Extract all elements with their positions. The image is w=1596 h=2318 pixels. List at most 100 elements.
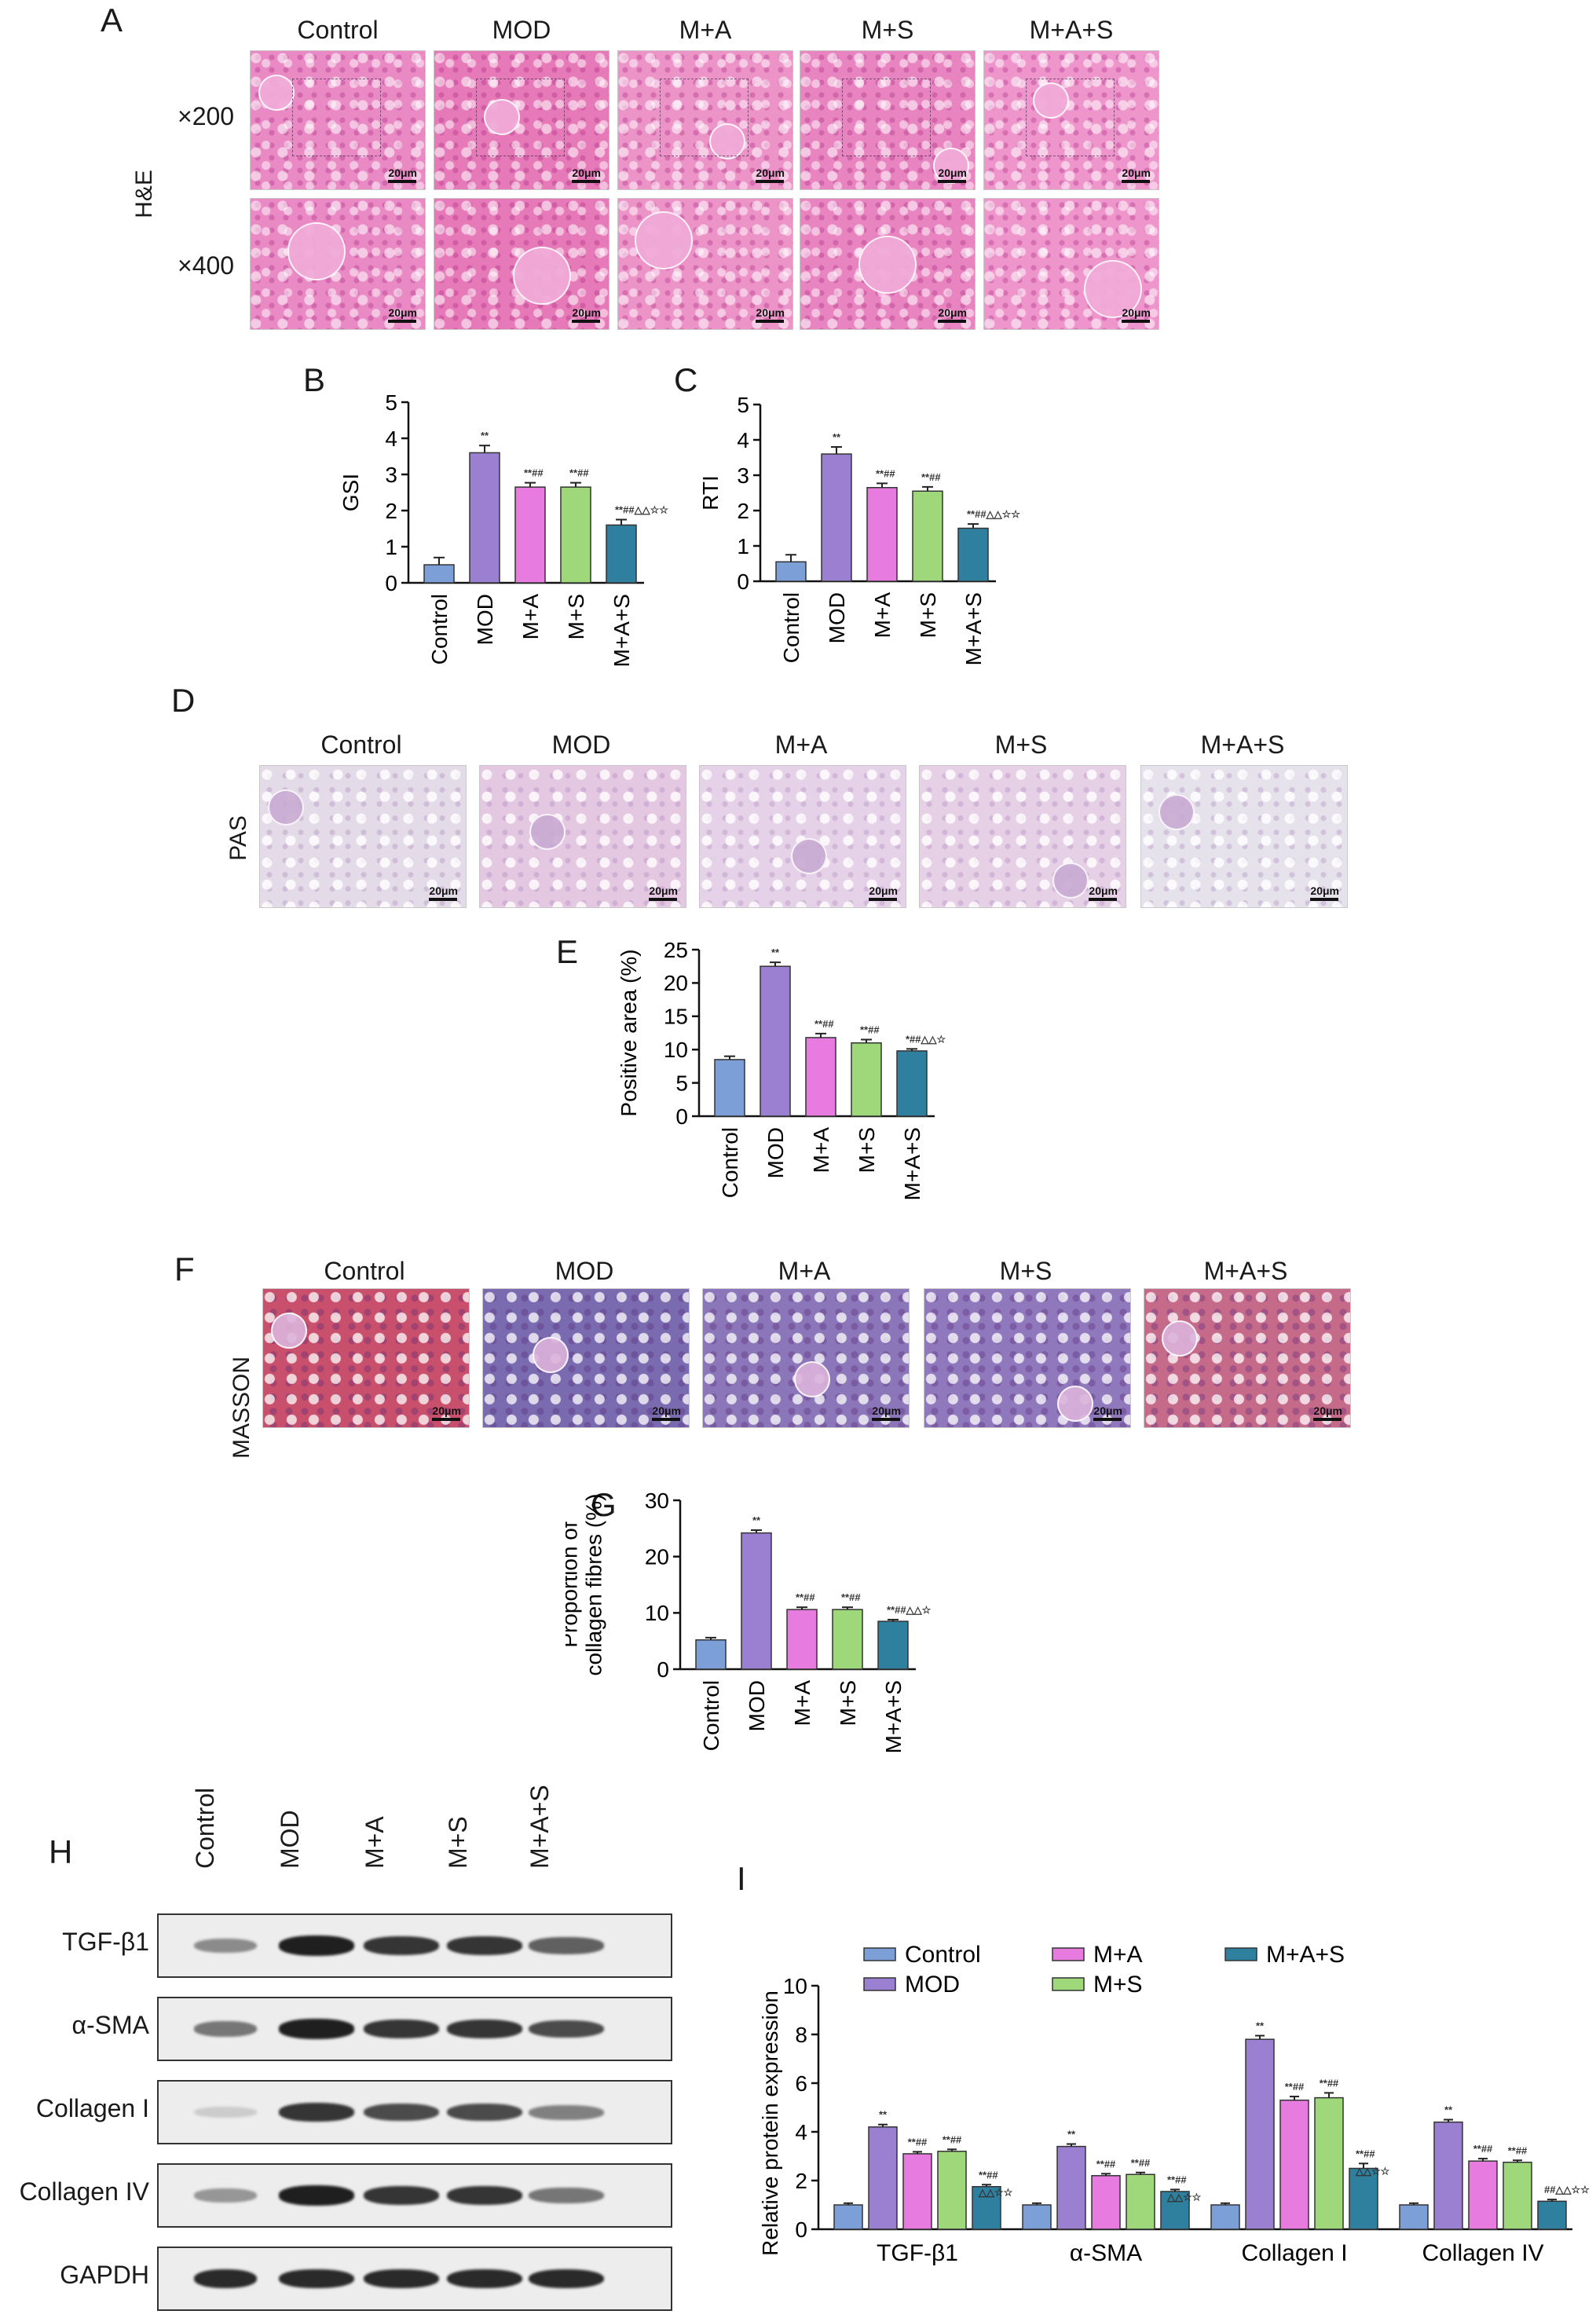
scale-bar: 20μm (432, 1404, 461, 1421)
significance-label: **## (569, 467, 589, 479)
y-tick-label: 0 (675, 1104, 688, 1129)
y-axis-label: RTI (698, 475, 723, 511)
bar-collageni-mod (1245, 2038, 1275, 2230)
masson-group-header-control: Control (324, 1257, 405, 1285)
scale-bar: 20μm (869, 884, 898, 901)
blot-lane-label-m-a-s: M+A+S (525, 1785, 554, 1869)
blot-strip--sma (157, 1997, 672, 2061)
legend-swatch-mod (863, 1977, 896, 1991)
y-tick-label: 0 (657, 1657, 669, 1682)
y-tick-label: 3 (385, 463, 397, 487)
protein-band (364, 2103, 439, 2122)
bar-collageniv-m-a (1468, 2160, 1498, 2230)
protein-band (447, 2269, 522, 2289)
y-tick-label: 20 (664, 971, 688, 995)
scale-bar: 20μm (938, 167, 967, 183)
scale-bar: 20μm (572, 167, 601, 183)
he-group-header-mod: MOD (492, 16, 551, 44)
significance-label: **## (1473, 2143, 1493, 2155)
protein-band (447, 2186, 522, 2205)
y-tick-label: 30 (645, 1489, 669, 1513)
scale-bar: 20μm (1089, 884, 1118, 901)
glomerulus (258, 75, 295, 111)
he-group-header-m-a: M+A (679, 16, 732, 44)
y-tick-label: 10 (783, 1974, 807, 1998)
x-tick-label-m-s: M+S (855, 1127, 879, 1173)
significance-label: ** (1256, 2020, 1265, 2032)
scale-bar: 20μm (756, 306, 785, 323)
x-tick-label-mod: MOD (763, 1127, 788, 1178)
legend-swatch-control (863, 1947, 896, 1961)
significance-label: ##△△☆☆ (1544, 2184, 1590, 2195)
scale-bar: 20μm (388, 167, 417, 183)
masson-group-header-m-a-s: M+A+S (1203, 1257, 1288, 1285)
glomerulus (635, 211, 693, 269)
pas-micrograph-m-a-s: 20μm (1140, 765, 1348, 908)
x-tick-label-control: Control (699, 1680, 723, 1751)
scale-bar: 20μm (1122, 306, 1151, 323)
protein-band (194, 2021, 257, 2037)
scale-bar: 20μm (1313, 1404, 1342, 1421)
bar-m-s (912, 490, 943, 582)
scale-bar: 20μm (1093, 1404, 1122, 1421)
protein-band (279, 2185, 354, 2206)
significance-label: **## (1320, 2077, 1339, 2089)
legend-label-m-a-s: M+A+S (1266, 1942, 1345, 1968)
protein-band (364, 2186, 439, 2205)
blot-lane-label-m-a: M+A (361, 1816, 389, 1869)
bar-mod (821, 453, 852, 582)
bar-tgf-1-mod (868, 2126, 898, 2230)
region-of-interest-box (842, 79, 932, 156)
chart-pas-positive-area: 0 5 10 15 20 25 Positive area (%) Control ** MOD *… (617, 939, 946, 1200)
y-axis-label: GSI (339, 474, 363, 511)
panel-letter-i: I (737, 1860, 746, 1897)
chart-gsi: 0 1 2 3 4 5 GSI Control ** MOD **## M+A **## M+S **##△… (339, 390, 668, 668)
legend-label-control: Control (905, 1942, 981, 1968)
chart-rti: 0 1 2 3 4 5 RTI Control ** MOD **## M+A **## M+S **##△… (698, 393, 1020, 665)
x-tick-label-control: Control (427, 594, 452, 665)
x-tick-label-m-a: M+A (809, 1127, 833, 1174)
y-tick-label: 0 (385, 571, 397, 595)
blot-row-label-tgf-1: TGF-β1 (62, 1928, 149, 1956)
glomerulus (1057, 1386, 1093, 1422)
significance-label: ** (879, 2109, 888, 2121)
bar-collageniv-mod (1433, 2121, 1463, 2230)
y-tick-label: 2 (795, 2169, 807, 2193)
bar-control (695, 1639, 727, 1670)
panel-letter-h: H (49, 1833, 73, 1870)
he-micrograph-control-row1: 20μm (250, 50, 426, 190)
significance-label: △△☆☆ (1355, 2165, 1390, 2177)
bar-control (714, 1059, 745, 1117)
protein-band (447, 2103, 522, 2122)
y-axis-label: Relative protein expression (758, 1990, 782, 2256)
bar--sma-mod (1056, 2145, 1086, 2230)
y-axis-label: Proportion ofcollagen fibres (%) (566, 1494, 606, 1676)
pas-group-header-control: Control (320, 731, 402, 759)
significance-label: **## (1167, 2173, 1187, 2185)
x-tick-label-m-s: M+S (564, 594, 588, 639)
bar-collageni-m-a-s (1349, 2167, 1378, 2230)
protein-band (194, 2106, 257, 2118)
significance-label: ** (481, 430, 489, 441)
x-tick-label-collageni: Collagen I (1241, 2240, 1347, 2266)
masson-micrograph-m-a-s: 20μm (1144, 1288, 1351, 1428)
he-micrograph-m-a-s-row1: 20μm (983, 50, 1159, 190)
bar-m-a (866, 487, 898, 582)
region-of-interest-box (1026, 79, 1115, 156)
y-tick-label: 0 (737, 569, 749, 594)
panel-letter-e: E (556, 933, 579, 970)
bar-mod (760, 965, 791, 1117)
blot-strip-collageniv (157, 2163, 672, 2228)
bar-m-a-s (896, 1050, 928, 1117)
significance-label: **##△△☆☆ (615, 504, 668, 516)
legend-swatch-m-a (1052, 1947, 1085, 1961)
glomerulus (271, 1313, 307, 1349)
glomerulus (1033, 82, 1069, 119)
blot-strip-tgf-1 (157, 1913, 672, 1978)
blot-lane-label-control: Control (191, 1787, 219, 1869)
x-tick-label-m-a-s: M+A+S (900, 1127, 924, 1200)
significance-label: **## (921, 471, 941, 483)
bar-control (423, 564, 455, 584)
blot-lane-label-m-s: M+S (444, 1816, 472, 1869)
bar-m-a (786, 1609, 818, 1670)
